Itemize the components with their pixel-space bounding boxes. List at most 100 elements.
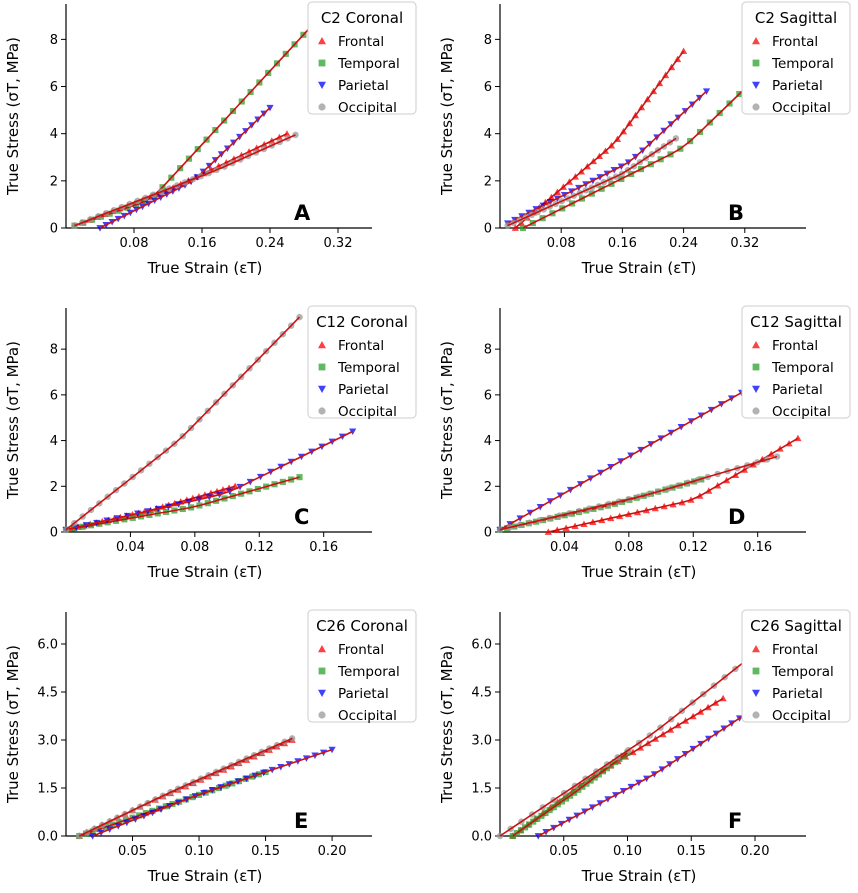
x-tick-label: 0.05 [118,844,147,859]
panel-F: 0.05 0.10 0.15 0.20 0.0 1.5 3.0 4.5 6.0 True Stra… [438,609,851,885]
legend: C12 Coronal Frontal Temporal Parietal Occipi… [307,305,417,420]
legend: C2 Coronal Frontal Temporal Parietal Occipit… [307,1,417,116]
y-axis-label: True Stress (σT, MPa) [4,341,22,500]
y-tick-label: 8 [50,343,58,358]
legend: C12 Sagittal Frontal Temporal Parietal Occip… [741,305,851,420]
panel-letter: C [294,505,309,529]
y-tick-label: 6 [50,80,58,95]
legend-marker-parietal [318,81,326,89]
series-occipital [496,453,781,533]
legend-marker-parietal [318,689,326,697]
legend-box [307,609,417,723]
legend-marker-occipital [318,407,326,415]
y-axis-label: True Stress (σT, MPa) [438,341,456,500]
panel-letter: A [294,201,311,225]
legend-marker-occipital [318,103,326,111]
y-tick-label: 2 [50,174,58,189]
fit-line [78,737,293,837]
y-tick-label: 4.5 [37,686,58,701]
legend-marker-parietal [752,81,760,89]
legend-label: Occipital [338,708,397,724]
legend-marker-frontal [752,645,760,653]
series-parietal [96,104,274,232]
fit-line [499,369,783,531]
panel-C: 0.04 0.08 0.12 0.16 0 2 4 6 8 True Strain (εT) Tru… [4,305,417,581]
y-tick-label: 0.0 [471,830,492,845]
legend-marker-temporal [752,59,760,67]
x-tick-label: 0.24 [669,236,698,251]
x-tick-label: 0.20 [318,844,347,859]
panel-B: 0.08 0.16 0.24 0.32 0 2 4 6 8 True Strain (εT) Tru… [438,1,851,277]
y-axis-label: True Stress (σT, MPa) [4,645,22,804]
fit-line [74,15,322,227]
x-tick-label: 0.08 [180,540,209,555]
series-temporal [509,749,631,840]
legend-marker-frontal [752,341,760,349]
series-occipital [504,135,680,229]
data-point [296,474,303,481]
y-tick-label: 1.5 [37,782,58,797]
x-tick-label: 0.15 [251,844,280,859]
y-tick-label: 3.0 [471,734,492,749]
legend-label: Frontal [338,642,384,658]
legend-marker-temporal [318,363,326,371]
series-occipital [71,131,299,229]
series-temporal [71,12,325,229]
x-tick-label: 0.12 [245,540,274,555]
x-axis-label: True Strain (εT) [147,563,263,581]
y-tick-label: 4 [50,434,58,449]
y-tick-label: 6 [484,388,492,403]
legend-label: Occipital [338,100,397,116]
x-tick-label: 0.16 [309,540,338,555]
legend-label: Temporal [337,664,400,680]
fit-line [65,476,300,531]
legend-title: C26 Sagittal [750,617,842,635]
fit-line [65,316,301,531]
data-point [680,47,688,55]
legend-box [741,609,851,723]
panel-letter: E [294,809,308,833]
x-tick-label: 0.04 [550,540,579,555]
fit-line [507,90,708,225]
series-occipital [76,735,296,840]
series-frontal [511,47,688,231]
legend-label: Temporal [337,360,400,376]
x-tick-label: 0.05 [549,844,578,859]
legend-marker-occipital [752,103,760,111]
x-tick-label: 0.32 [730,236,759,251]
fit-line [537,707,756,837]
series-parietal [504,88,711,227]
x-axis-label: True Strain (εT) [581,867,697,885]
legend-title: C12 Sagittal [750,313,842,331]
legend-label: Occipital [338,404,397,420]
legend-marker-frontal [318,37,326,45]
legend-label: Parietal [772,382,823,398]
y-tick-label: 4 [484,434,492,449]
data-point [496,526,504,533]
legend-label: Temporal [337,56,400,72]
fit-line [74,134,296,227]
legend-label: Temporal [771,56,834,72]
x-tick-label: 0.16 [608,236,637,251]
y-axis-label: True Stress (σT, MPa) [438,645,456,804]
panel-D: 0.04 0.08 0.12 0.16 0 2 4 6 8 True Strain (εT) Tru… [438,305,851,581]
y-tick-label: 2 [484,480,492,495]
fit-line [514,50,685,229]
legend-label: Frontal [338,34,384,50]
legend-label: Occipital [772,404,831,420]
x-tick-label: 0.04 [116,540,145,555]
data-point [71,222,78,229]
panel-letter: F [728,809,742,833]
legend-marker-temporal [318,667,326,675]
y-tick-label: 6 [484,80,492,95]
legend-marker-occipital [752,407,760,415]
y-tick-label: 6.0 [471,638,492,653]
y-tick-label: 0 [50,526,58,541]
x-axis-label: True Strain (εT) [581,259,697,277]
y-tick-label: 6.0 [37,638,58,653]
legend-box [741,305,851,419]
x-tick-label: 0.08 [120,236,149,251]
y-tick-label: 0 [484,526,492,541]
y-tick-label: 1.5 [471,782,492,797]
legend-label: Parietal [772,78,823,94]
